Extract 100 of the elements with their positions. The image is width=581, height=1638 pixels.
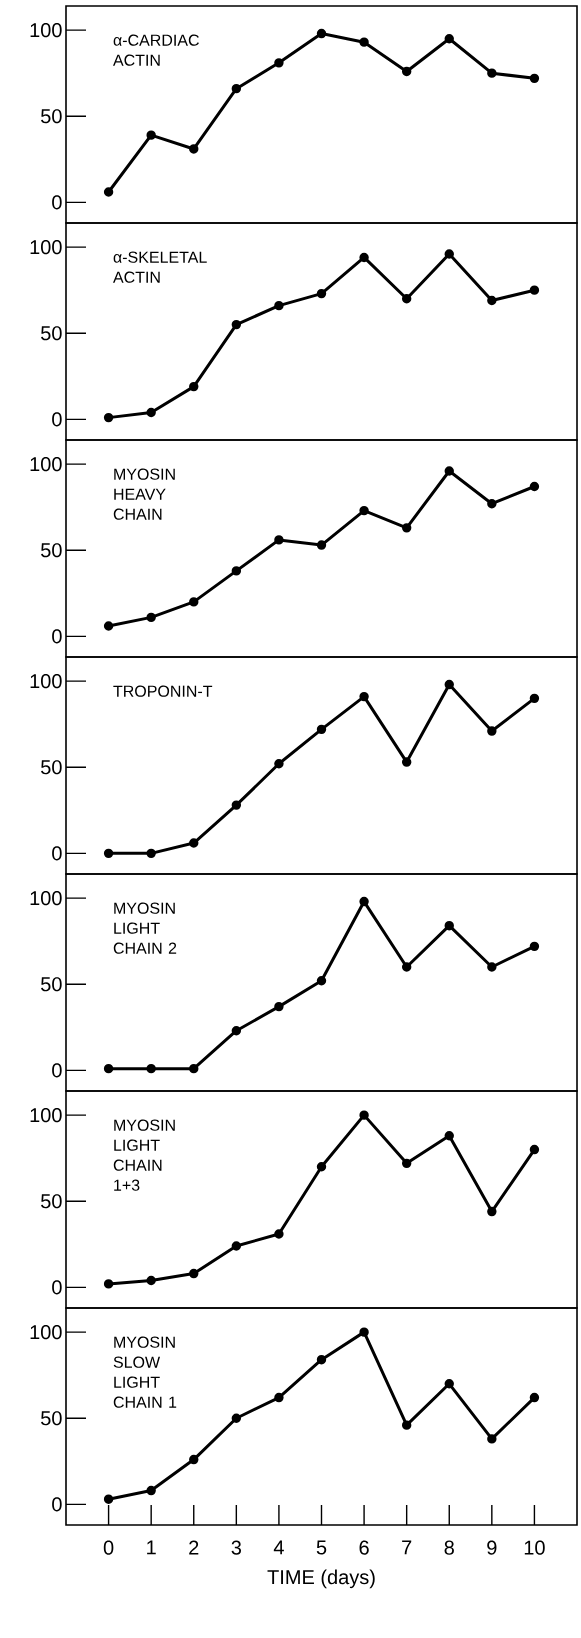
text: α-SKELETAL ACTIN — [113, 251, 207, 283]
point — [103, 848, 114, 859]
x-tick-label: 4 — [273, 1540, 284, 1555]
y-tick-label: 0 — [52, 195, 62, 210]
point — [444, 1131, 454, 1141]
point — [444, 1379, 454, 1389]
y-tick-label: 50 — [41, 326, 62, 341]
point — [189, 381, 199, 392]
point — [444, 34, 454, 44]
point — [529, 1144, 540, 1155]
point — [274, 58, 284, 68]
text: TROPONIN-T — [113, 685, 213, 697]
text: MYOSIN LIGHT CHAIN 2 — [113, 902, 177, 954]
point — [231, 1026, 242, 1036]
x-tick-label: 3 — [231, 1540, 242, 1555]
point — [146, 1485, 156, 1496]
point — [529, 285, 540, 295]
y-tick-label: 0 — [52, 1497, 62, 1512]
point — [487, 1206, 497, 1217]
y-tick-label: 50 — [41, 1411, 62, 1426]
point — [529, 693, 540, 704]
point — [487, 295, 497, 306]
point — [359, 1327, 369, 1337]
y-tick-label: 100 — [30, 23, 62, 38]
point — [189, 144, 199, 154]
point — [444, 679, 454, 690]
point — [103, 621, 114, 631]
point — [231, 1413, 242, 1423]
point — [231, 1241, 242, 1251]
x-axis-title: TIME (days) — [267, 1569, 375, 1589]
point — [529, 73, 540, 84]
point — [401, 294, 412, 304]
point — [487, 726, 497, 736]
y-tick-label: 100 — [30, 457, 62, 472]
y-tick-label: 100 — [30, 674, 62, 689]
point — [444, 249, 454, 259]
point — [274, 759, 284, 769]
y-tick-label: 0 — [52, 629, 62, 644]
point — [401, 523, 412, 533]
point — [231, 83, 242, 94]
y-tick-label: 100 — [30, 1108, 62, 1123]
point — [146, 1275, 156, 1286]
x-tick-label: 9 — [487, 1540, 497, 1555]
text: α-CARDIAC ACTIN — [113, 34, 199, 66]
y-tick-label: 100 — [30, 891, 62, 906]
x-tick-label: 0 — [103, 1540, 114, 1555]
point — [316, 288, 327, 299]
point — [189, 1454, 199, 1465]
text: MYOSIN LIGHT CHAIN 1+3 — [113, 1119, 175, 1191]
y-tick-label: 0 — [52, 1280, 62, 1295]
x-tick-label: 8 — [444, 1540, 454, 1555]
y-tick-label: 0 — [52, 1063, 62, 1078]
point — [359, 252, 369, 263]
y-tick-label: 100 — [30, 240, 62, 255]
y-tick-label: 50 — [41, 760, 62, 775]
point — [189, 597, 199, 607]
y-tick-label: 50 — [41, 543, 62, 558]
point — [146, 1063, 156, 1074]
point — [487, 1434, 497, 1444]
point — [146, 848, 156, 859]
point — [487, 962, 497, 972]
point — [529, 481, 540, 492]
point — [103, 1494, 114, 1504]
point — [274, 1229, 284, 1239]
point — [146, 130, 156, 140]
point — [146, 612, 156, 623]
point — [359, 37, 369, 47]
point — [103, 412, 114, 423]
y-tick-label: 0 — [52, 846, 62, 861]
x-tick-label: 10 — [524, 1540, 545, 1555]
point — [529, 941, 540, 952]
y-tick-label: 50 — [41, 109, 62, 124]
point — [359, 1110, 369, 1120]
point — [103, 1063, 114, 1074]
point — [359, 505, 369, 516]
point — [189, 1268, 199, 1279]
point — [189, 1063, 199, 1074]
point — [401, 1158, 412, 1169]
point — [316, 724, 327, 735]
point — [401, 757, 412, 767]
text: MYOSIN HEAVY CHAIN — [113, 468, 175, 520]
point — [529, 1392, 540, 1403]
point — [274, 1392, 284, 1403]
point — [231, 800, 242, 810]
x-tick-label: 7 — [402, 1540, 412, 1555]
point — [189, 838, 199, 848]
point — [359, 896, 369, 907]
point — [274, 535, 284, 545]
point — [401, 962, 412, 972]
point — [316, 1162, 327, 1172]
y-tick-label: 0 — [52, 412, 62, 427]
x-tick-label: 5 — [316, 1540, 327, 1555]
point — [401, 66, 412, 77]
point — [444, 466, 454, 476]
point — [274, 1001, 284, 1012]
text: MYOSIN SLOW LIGHT CHAIN 1 — [113, 1336, 177, 1408]
y-tick-label: 50 — [41, 1194, 62, 1209]
x-tick-label: 2 — [189, 1540, 199, 1555]
point — [487, 499, 497, 509]
point — [316, 540, 327, 550]
